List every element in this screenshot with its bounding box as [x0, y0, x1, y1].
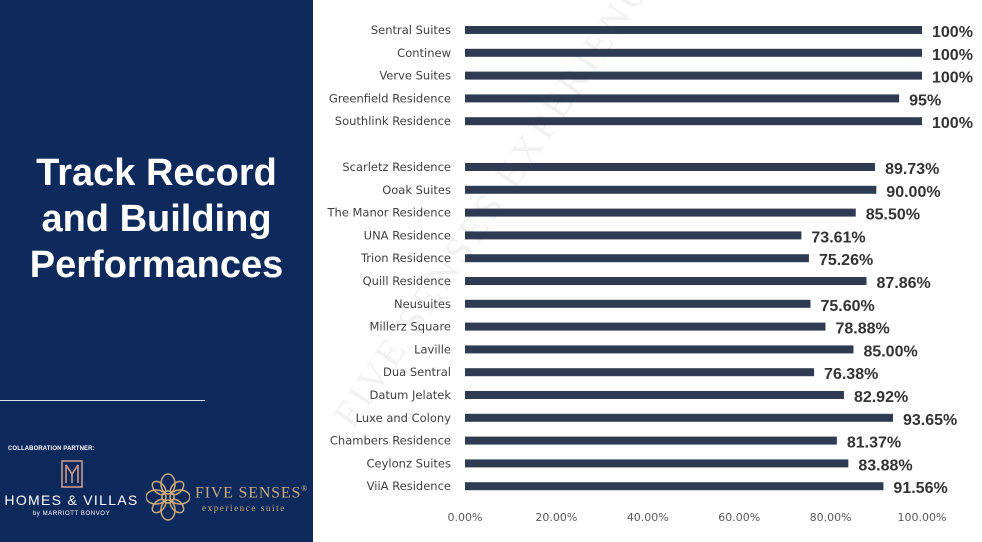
data-label: 75.26% — [819, 252, 873, 269]
x-tick-label: 100.00% — [898, 511, 947, 524]
category-label: Luxe and Colony — [356, 411, 452, 425]
bar — [465, 117, 922, 126]
bar — [465, 71, 922, 80]
x-tick-label: 0.00% — [448, 511, 483, 524]
bar — [465, 94, 900, 103]
bar — [465, 482, 884, 491]
homes-villas-logo: HOMES & VILLAS by MARRIOTT BONVOY — [4, 460, 139, 522]
title-line-2: and Building — [41, 198, 272, 240]
data-label: 100% — [932, 115, 973, 132]
data-label: 91.56% — [893, 480, 947, 497]
data-label: 87.86% — [877, 275, 931, 292]
five-senses-logo: FIVE SENSES® experience suite — [146, 472, 310, 526]
homes-villas-brand: HOMES & VILLAS — [4, 492, 139, 508]
left-panel: Track Record and Building Performances C… — [0, 0, 313, 542]
bar — [465, 322, 826, 331]
category-label: Ooak Suites — [382, 183, 451, 197]
collaboration-label: COLLABORATION PARTNER: — [8, 446, 95, 452]
bar — [465, 208, 856, 217]
bar — [465, 277, 867, 285]
data-label: 75.60% — [820, 298, 874, 315]
category-label: The Manor Residence — [326, 206, 451, 220]
data-label: 78.88% — [835, 321, 889, 338]
bar — [465, 368, 815, 377]
category-label: Trion Residence — [360, 251, 451, 265]
bar — [465, 48, 922, 57]
divider-line — [0, 400, 205, 401]
registered-mark: ® — [301, 484, 309, 493]
data-label: 100% — [932, 70, 973, 87]
category-label: Scarletz Residence — [342, 160, 451, 174]
bar — [465, 231, 802, 240]
five-senses-brand: FIVE SENSES® — [195, 484, 309, 502]
category-label: ViiA Residence — [367, 479, 451, 493]
homes-villas-sub: by MARRIOTT BONVOY — [32, 511, 111, 517]
data-label: 93.65% — [903, 412, 957, 429]
category-label: Verve Suites — [379, 69, 451, 83]
data-label: 100% — [932, 47, 973, 64]
category-label: Sentral Suites — [371, 23, 451, 37]
data-label: 100% — [932, 24, 973, 41]
five-senses-sub: experience suite — [202, 503, 286, 513]
bar — [465, 299, 811, 308]
bar — [465, 413, 893, 422]
x-tick-label: 40.00% — [627, 511, 669, 524]
data-label: 89.73% — [885, 161, 939, 178]
data-label: 82.92% — [854, 389, 908, 406]
category-label: Dua Sentral — [383, 365, 451, 379]
category-label: Laville — [414, 342, 451, 356]
category-label: Chambers Residence — [330, 434, 451, 448]
flower-emblem-icon — [146, 473, 190, 521]
x-tick-label: 80.00% — [810, 511, 852, 524]
data-label: 76.38% — [824, 366, 878, 383]
bar — [465, 163, 876, 171]
x-tick-label: 60.00% — [718, 511, 760, 524]
category-label: Neusuites — [394, 297, 451, 311]
data-label: 85.00% — [863, 343, 917, 360]
data-label: 83.88% — [858, 457, 912, 474]
category-label: UNA Residence — [364, 228, 451, 242]
data-label: 95% — [909, 92, 941, 109]
title-line-3: Performances — [29, 244, 284, 286]
bar — [465, 26, 922, 34]
category-label: Greenfield Residence — [329, 91, 451, 105]
category-label: Southlink Residence — [335, 114, 451, 128]
title-line-1: Track Record — [36, 152, 277, 194]
x-tick-label: 20.00% — [535, 511, 577, 524]
bars-layer: Sentral Suites 100% Continew 100% Verve Suit… — [326, 23, 972, 524]
bar — [465, 459, 849, 468]
category-label: Quill Residence — [363, 274, 451, 288]
category-label: Ceylonz Suites — [367, 456, 451, 470]
slide-title: Track Record and Building Performances — [0, 150, 313, 288]
data-label: 85.50% — [866, 207, 920, 224]
bar-chart: FIVE SENSES EXPERIENCE SUITES Sentral Su… — [326, 0, 973, 524]
bar — [465, 391, 844, 399]
bar — [465, 345, 854, 354]
category-label: Datum Jelatek — [369, 388, 451, 402]
category-label: Continew — [397, 46, 451, 60]
hv-monogram-icon — [61, 460, 83, 488]
bar — [465, 185, 877, 194]
category-label: Millerz Square — [370, 320, 452, 334]
data-label: 73.61% — [811, 229, 865, 246]
data-label: 81.37% — [847, 435, 901, 452]
bar — [465, 436, 837, 445]
bar — [465, 254, 809, 263]
data-label: 90.00% — [886, 184, 940, 201]
